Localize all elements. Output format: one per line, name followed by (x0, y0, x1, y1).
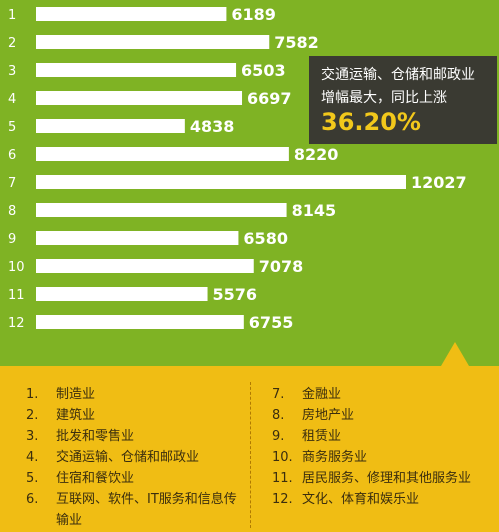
bar (36, 231, 239, 245)
category-label: 12 (8, 316, 25, 331)
legend-item: 8. 房地产业 (272, 405, 497, 426)
legend-item-label: 居民服务、修理和其他服务业 (302, 471, 472, 486)
legend-right-column: 7. 金融业 8. 房地产业 9. 租赁业 10. 商务服务业 11. 居民服务、修理和其他服务业… (272, 384, 497, 510)
value-label: 7582 (274, 33, 319, 52)
category-label: 11 (8, 288, 25, 303)
legend-item-label: 房地产业 (302, 408, 355, 423)
category-label: 1 (8, 8, 16, 23)
legend-item: 4. 交通运输、仓储和邮政业 (26, 447, 246, 468)
legend-item: 5. 住宿和餐饮业 (26, 468, 246, 489)
bar (36, 147, 289, 161)
legend-item: 2. 建筑业 (26, 405, 246, 426)
legend-panel (0, 366, 499, 532)
legend-item-number: 6. (26, 492, 39, 507)
bar (36, 7, 227, 21)
legend-item: 9. 租赁业 (272, 426, 497, 447)
legend-item-number: 11. (272, 471, 293, 486)
legend-item-number: 8. (272, 408, 285, 423)
bar (36, 287, 208, 301)
category-label: 5 (8, 120, 16, 135)
legend-item-label: 互联网、软件、IT服务和信息传输业 (56, 492, 237, 528)
legend-item-number: 2. (26, 408, 39, 423)
legend-notch (441, 342, 469, 366)
legend-item: 1. 制造业 (26, 384, 246, 405)
legend-item-label: 批发和零售业 (56, 429, 135, 444)
legend-item-label: 交通运输、仓储和邮政业 (56, 450, 200, 465)
value-label: 5576 (213, 285, 258, 304)
bar (36, 119, 185, 133)
legend-left-column: 1. 制造业 2. 建筑业 3. 批发和零售业 4. 交通运输、仓储和邮政业 5. 住宿和餐饮业 6… (26, 384, 246, 531)
legend-item-number: 1. (26, 387, 39, 402)
category-label: 10 (8, 260, 25, 275)
category-label: 4 (8, 92, 16, 107)
bar (36, 175, 406, 189)
legend-item: 3. 批发和零售业 (26, 426, 246, 447)
legend-item-number: 4. (26, 450, 39, 465)
category-label: 3 (8, 64, 16, 79)
legend-item: 7. 金融业 (272, 384, 497, 405)
legend-item-label: 金融业 (302, 387, 342, 402)
legend-item-number: 7. (272, 387, 285, 402)
legend-item: 6. 互联网、软件、IT服务和信息传输业 (26, 489, 246, 531)
bar (36, 203, 287, 217)
value-label: 8220 (294, 145, 339, 164)
category-label: 6 (8, 148, 16, 163)
legend-item-number: 5. (26, 471, 39, 486)
value-label: 6755 (249, 313, 294, 332)
value-label: 12027 (411, 173, 467, 192)
legend-item: 11. 居民服务、修理和其他服务业 (272, 468, 497, 489)
legend-divider (250, 382, 251, 528)
value-label: 8145 (292, 201, 337, 220)
legend-item: 12. 文化、体育和娱乐业 (272, 489, 497, 510)
callout-line-1: 交通运输、仓储和邮政业 (321, 67, 475, 83)
bar (36, 91, 243, 105)
bar (36, 35, 270, 49)
value-label: 6503 (241, 61, 286, 80)
callout-percentage: 36.20% (321, 108, 421, 136)
legend-item-number: 3. (26, 429, 39, 444)
legend-item: 10. 商务服务业 (272, 447, 497, 468)
legend-item-number: 10. (272, 450, 293, 465)
value-label: 6189 (231, 5, 276, 24)
legend-item-label: 商务服务业 (302, 450, 368, 465)
value-label: 6697 (247, 89, 292, 108)
legend-item-number: 12. (272, 492, 293, 507)
legend-item-label: 制造业 (56, 387, 96, 402)
value-label: 7078 (259, 257, 304, 276)
category-label: 8 (8, 204, 16, 219)
category-label: 7 (8, 176, 16, 191)
legend-item-label: 租赁业 (302, 429, 342, 444)
value-label: 6580 (243, 229, 288, 248)
bar (36, 315, 244, 329)
chart-panel: 1 6189 2 7582 3 6503 4 6697 5 4838 6 8220 7 12027 8 814… (0, 0, 499, 366)
bar (36, 63, 237, 77)
legend-item-label: 住宿和餐饮业 (56, 471, 135, 486)
legend-item-number: 9. (272, 429, 285, 444)
bar-chart: 1 6189 2 7582 3 6503 4 6697 5 4838 6 8220 7 12027 8 814… (8, 5, 467, 332)
legend-item-label: 文化、体育和娱乐业 (302, 492, 420, 507)
category-label: 9 (8, 232, 16, 247)
category-label: 2 (8, 36, 16, 51)
highlight-callout: 交通运输、仓储和邮政业 增幅最大，同比上涨 36.20% (309, 56, 497, 144)
bar (36, 259, 254, 273)
legend-item-label: 建筑业 (56, 408, 96, 423)
value-label: 4838 (190, 117, 235, 136)
callout-line-2: 增幅最大，同比上涨 (321, 90, 447, 106)
